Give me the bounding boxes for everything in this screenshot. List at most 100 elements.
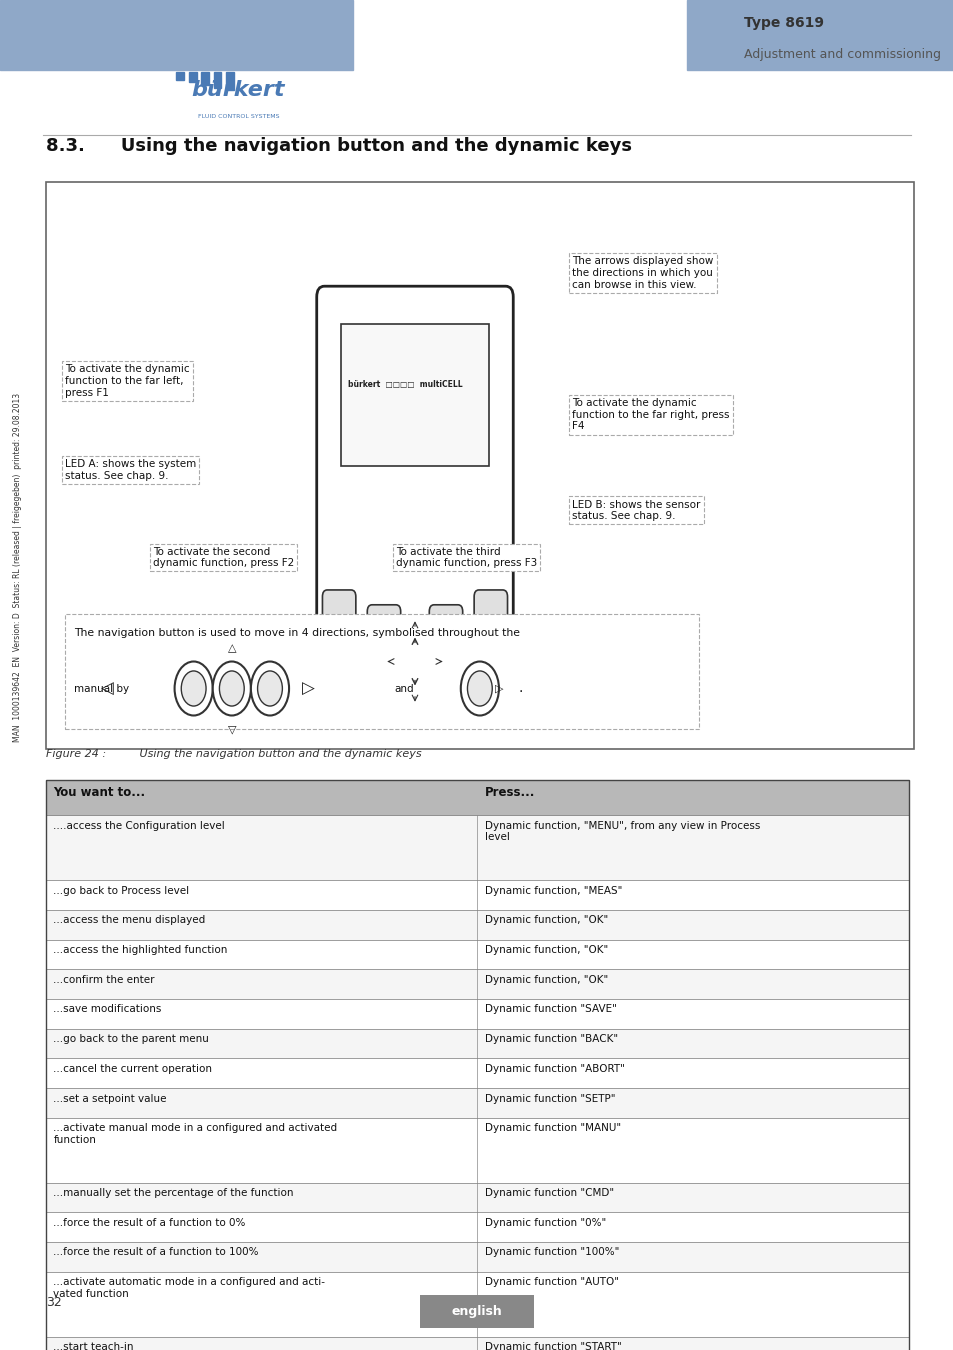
Ellipse shape: [314, 632, 515, 718]
Bar: [46, 940, 908, 969]
Text: To activate the second
dynamic function, press F2: To activate the second dynamic function,…: [152, 547, 294, 568]
Text: ...force the result of a function to 0%: ...force the result of a function to 0%: [53, 1218, 246, 1227]
Bar: [189, 72, 196, 82]
Text: ...activate manual mode in a configured and activated
function: ...activate manual mode in a configured …: [53, 1123, 337, 1145]
Text: ...start teach-in: ...start teach-in: [53, 1342, 133, 1350]
Bar: [46, 1212, 908, 1242]
Bar: [46, 780, 908, 815]
FancyBboxPatch shape: [429, 605, 462, 689]
Circle shape: [213, 662, 251, 716]
Text: Adjustment and commissioning: Adjustment and commissioning: [743, 47, 940, 61]
FancyBboxPatch shape: [367, 605, 400, 689]
Text: The arrows displayed show
the directions in which you
can browse in this view.: The arrows displayed show the directions…: [572, 256, 713, 290]
Circle shape: [181, 671, 206, 706]
Text: Press...: Press...: [484, 786, 535, 799]
Text: To activate the dynamic
function to the far left,
press F1: To activate the dynamic function to the …: [65, 364, 190, 398]
Text: Dynamic function "CMD": Dynamic function "CMD": [484, 1188, 614, 1197]
Text: ...cancel the current operation: ...cancel the current operation: [53, 1064, 213, 1073]
Text: Dynamic function "0%": Dynamic function "0%": [484, 1218, 606, 1227]
Text: 32: 32: [46, 1296, 62, 1310]
Bar: [226, 72, 233, 90]
Text: LED A: shows the system
status. See chap. 9.: LED A: shows the system status. See chap…: [65, 459, 196, 481]
Bar: [340, 324, 489, 466]
Bar: [46, 1058, 908, 1088]
Text: and: and: [394, 683, 414, 694]
Circle shape: [460, 662, 498, 716]
Bar: [201, 72, 209, 85]
Text: Dynamic function "SETP": Dynamic function "SETP": [484, 1094, 615, 1103]
Bar: [46, 1183, 908, 1212]
Bar: [46, 1336, 908, 1350]
Bar: [46, 1242, 908, 1272]
Bar: [46, 1118, 908, 1183]
Circle shape: [388, 624, 441, 699]
Text: Type 8619: Type 8619: [743, 16, 823, 30]
Bar: [686, 0, 953, 70]
Text: MAN  1000139642  EN  Version: D  Status: RL (released | freigegeben)  printed: 2: MAN 1000139642 EN Version: D Status: RL …: [12, 393, 22, 741]
Text: bürkert  □□□□  multiCELL: bürkert □□□□ multiCELL: [348, 381, 462, 389]
Circle shape: [219, 671, 244, 706]
Text: ...go back to Process level: ...go back to Process level: [53, 886, 190, 895]
Text: ...confirm the enter: ...confirm the enter: [53, 975, 154, 984]
Text: Dynamic function, "OK": Dynamic function, "OK": [484, 975, 608, 984]
Text: Dynamic function "MANU": Dynamic function "MANU": [484, 1123, 620, 1133]
Text: ...access the menu displayed: ...access the menu displayed: [53, 915, 206, 925]
FancyBboxPatch shape: [316, 286, 513, 679]
FancyBboxPatch shape: [474, 590, 507, 682]
Circle shape: [467, 671, 492, 706]
Bar: [46, 815, 908, 880]
Text: ...access the highlighted function: ...access the highlighted function: [53, 945, 228, 954]
Text: bürkert: bürkert: [192, 80, 285, 100]
Text: The navigation button is used to move in 4 directions, symbolised throughout the: The navigation button is used to move in…: [74, 628, 520, 637]
Text: Dynamic function "100%": Dynamic function "100%": [484, 1247, 618, 1257]
Text: ...go back to the parent menu: ...go back to the parent menu: [53, 1034, 209, 1044]
Circle shape: [399, 640, 430, 683]
Text: Figure 24 :   Using the navigation button and the dynamic keys: Figure 24 : Using the navigation button …: [46, 749, 421, 759]
Bar: [213, 72, 221, 88]
Bar: [65, 614, 699, 729]
Circle shape: [251, 662, 289, 716]
Bar: [46, 999, 908, 1029]
Text: △: △: [228, 643, 235, 653]
Text: Dynamic function "ABORT": Dynamic function "ABORT": [484, 1064, 624, 1073]
Circle shape: [174, 662, 213, 716]
Bar: [46, 910, 908, 940]
Text: ▷: ▷: [301, 679, 314, 698]
Bar: [46, 1272, 908, 1336]
Text: Dynamic function "BACK": Dynamic function "BACK": [484, 1034, 618, 1044]
Text: Dynamic function "AUTO": Dynamic function "AUTO": [484, 1277, 618, 1287]
Circle shape: [257, 671, 282, 706]
Bar: [46, 780, 908, 1350]
Text: ...manually set the percentage of the function: ...manually set the percentage of the fu…: [53, 1188, 294, 1197]
Circle shape: [321, 620, 333, 636]
Text: To activate the dynamic
function to the far right, press
F4: To activate the dynamic function to the …: [572, 398, 729, 432]
Text: Dynamic function, "MEAS": Dynamic function, "MEAS": [484, 886, 621, 895]
Text: ▽: ▽: [228, 724, 235, 734]
Text: ◁: ◁: [101, 679, 114, 698]
Text: 8.3.  Using the navigation button and the dynamic keys: 8.3. Using the navigation button and the…: [46, 138, 631, 155]
Text: Dynamic function "SAVE": Dynamic function "SAVE": [484, 1004, 617, 1014]
Bar: [46, 880, 908, 910]
Text: Dynamic function, "OK": Dynamic function, "OK": [484, 915, 608, 925]
Text: ....access the Configuration level: ....access the Configuration level: [53, 821, 225, 830]
Text: FLUID CONTROL SYSTEMS: FLUID CONTROL SYSTEMS: [197, 113, 279, 119]
Text: LED B: shows the sensor
status. See chap. 9.: LED B: shows the sensor status. See chap…: [572, 500, 700, 521]
Bar: [46, 969, 908, 999]
Text: Dynamic function "START": Dynamic function "START": [484, 1342, 621, 1350]
Text: ▷: ▷: [495, 683, 502, 694]
Text: To activate the third
dynamic function, press F3: To activate the third dynamic function, …: [395, 547, 537, 568]
Text: ...force the result of a function to 100%: ...force the result of a function to 100…: [53, 1247, 258, 1257]
Text: Dynamic function, "MENU", from any view in Process
level: Dynamic function, "MENU", from any view …: [484, 821, 760, 842]
Text: ...save modifications: ...save modifications: [53, 1004, 162, 1014]
Bar: [176, 72, 184, 80]
Text: english: english: [451, 1305, 502, 1318]
Text: Dynamic function, "OK": Dynamic function, "OK": [484, 945, 608, 954]
FancyBboxPatch shape: [322, 590, 355, 682]
Text: manual by: manual by: [74, 683, 130, 694]
Bar: [0, 0, 353, 70]
Bar: [46, 182, 913, 749]
Text: You want to...: You want to...: [53, 786, 146, 799]
Text: ...set a setpoint value: ...set a setpoint value: [53, 1094, 167, 1103]
Text: ...activate automatic mode in a configured and acti-
vated function: ...activate automatic mode in a configur…: [53, 1277, 325, 1299]
Text: .: .: [517, 682, 522, 695]
